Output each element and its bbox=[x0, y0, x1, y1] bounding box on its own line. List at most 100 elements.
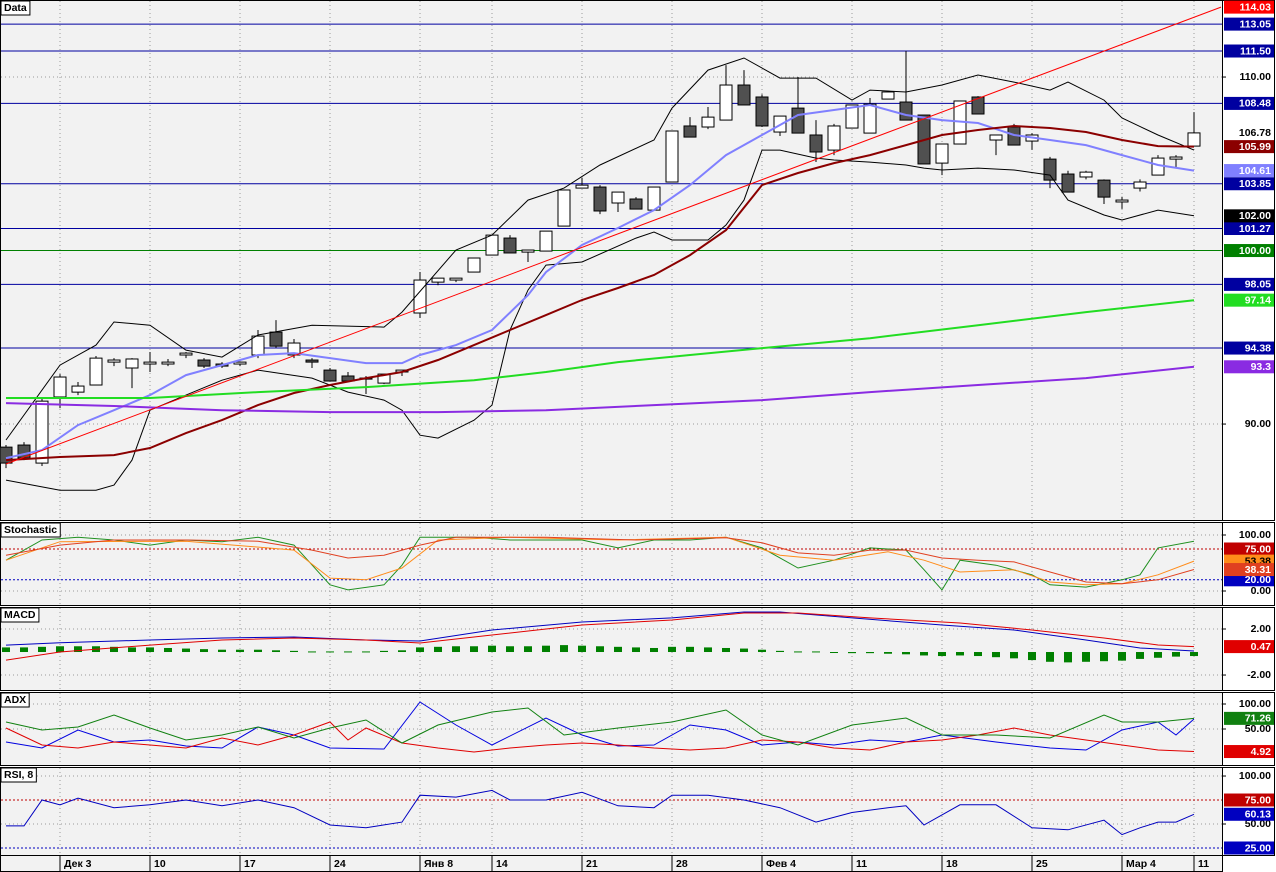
y-tick-label: 100.00 bbox=[1239, 698, 1271, 710]
indicator-line bbox=[5, 149, 1195, 491]
panel-title-box bbox=[0, 607, 40, 623]
candle-body bbox=[719, 84, 733, 121]
indicator-line bbox=[5, 536, 1195, 586]
price-marker-label: 71.26 bbox=[1245, 713, 1271, 725]
y-tick-label: 90.00 bbox=[1245, 418, 1271, 430]
price-marker bbox=[1224, 841, 1274, 855]
histogram-bar bbox=[398, 650, 406, 653]
y-tick-label: 2.00 bbox=[1251, 623, 1272, 635]
y-tick-label: 110.00 bbox=[1239, 71, 1271, 83]
panel-title: ADX bbox=[4, 694, 26, 706]
indicator-line bbox=[5, 124, 1195, 462]
x-tick-label: 11 bbox=[856, 858, 867, 870]
candle-body bbox=[89, 357, 103, 386]
histogram-bar bbox=[38, 646, 46, 653]
x-tick-label: Дек 3 bbox=[64, 858, 92, 870]
candle-body bbox=[1097, 179, 1111, 198]
y-tick-label: -2.00 bbox=[1247, 669, 1271, 681]
y-tick-label: 100.00 bbox=[1239, 770, 1271, 782]
histogram-bar bbox=[1046, 652, 1054, 662]
price-marker bbox=[1224, 793, 1274, 807]
price-marker-label: 106.78 bbox=[1239, 127, 1271, 139]
price-marker-label: 101.27 bbox=[1239, 223, 1271, 235]
candle-body bbox=[269, 331, 283, 347]
price-marker-label: 111.50 bbox=[1240, 45, 1271, 57]
histogram-bar bbox=[956, 652, 964, 656]
histogram-bar bbox=[182, 648, 190, 653]
histogram-bar bbox=[380, 650, 388, 653]
price-marker bbox=[1224, 209, 1274, 223]
y-tick-label: 50.00 bbox=[1245, 723, 1271, 735]
histogram-bar bbox=[938, 652, 946, 657]
price-marker-label: 103.85 bbox=[1239, 178, 1271, 190]
indicator-line bbox=[6, 789, 1195, 836]
indicator-line bbox=[5, 103, 1195, 460]
indicator-line bbox=[5, 701, 1195, 751]
histogram-bar bbox=[632, 647, 640, 653]
y-tick-label: 0.00 bbox=[1251, 585, 1272, 597]
indicator-line bbox=[5, 612, 1195, 661]
histogram-bar bbox=[416, 647, 424, 653]
indicator-line bbox=[6, 299, 1195, 399]
panel-title-box bbox=[0, 767, 37, 783]
panel bbox=[0, 767, 1223, 856]
histogram-bar bbox=[722, 647, 730, 653]
indicator-line bbox=[5, 611, 1195, 652]
histogram-bar bbox=[236, 649, 244, 653]
histogram-bar bbox=[128, 647, 136, 653]
indicator-line bbox=[5, 721, 1195, 753]
candle-body bbox=[449, 277, 463, 281]
candle-body bbox=[179, 352, 193, 356]
histogram-bar bbox=[974, 652, 982, 657]
candle-body bbox=[863, 103, 877, 134]
histogram-bar bbox=[146, 647, 154, 653]
histogram-bar bbox=[848, 652, 856, 654]
histogram-bar bbox=[362, 651, 370, 653]
candle-body bbox=[503, 237, 517, 254]
x-tick-label: 25 bbox=[1036, 858, 1048, 870]
candle-body bbox=[35, 400, 49, 464]
histogram-bar bbox=[794, 651, 802, 653]
histogram-bar bbox=[290, 650, 298, 653]
histogram-bar bbox=[218, 649, 226, 653]
histogram-bar bbox=[866, 652, 874, 654]
price-marker bbox=[1224, 360, 1274, 374]
price-marker-label: 60.13 bbox=[1245, 809, 1271, 821]
price-marker bbox=[1224, 44, 1274, 58]
panel-title: Data bbox=[4, 2, 27, 14]
histogram-bar bbox=[542, 645, 550, 653]
price-marker-label: 75.00 bbox=[1245, 543, 1271, 555]
price-marker-label: 113.05 bbox=[1239, 18, 1271, 30]
candle-body bbox=[935, 143, 949, 164]
histogram-bar bbox=[1100, 652, 1108, 662]
price-marker-label: 94.38 bbox=[1245, 342, 1271, 354]
price-marker bbox=[1224, 807, 1274, 821]
price-marker-label: 20.00 bbox=[1245, 574, 1271, 586]
histogram-bar bbox=[668, 646, 676, 653]
price-marker-label: 25.00 bbox=[1245, 842, 1271, 854]
candle-body bbox=[791, 107, 805, 134]
price-marker-label: 4.92 bbox=[1251, 746, 1272, 758]
histogram-bar bbox=[1154, 652, 1162, 658]
price-marker bbox=[1224, 164, 1274, 178]
x-tick-label: 18 bbox=[946, 858, 958, 870]
x-tick-label: Мар 4 bbox=[1126, 858, 1156, 870]
price-marker-label: 114.03 bbox=[1239, 1, 1271, 13]
price-marker bbox=[1224, 222, 1274, 236]
candle-body bbox=[161, 361, 175, 365]
histogram-bar bbox=[326, 651, 334, 653]
price-marker bbox=[1224, 711, 1274, 725]
price-marker bbox=[1224, 96, 1274, 110]
histogram-bar bbox=[272, 650, 280, 653]
histogram-bar bbox=[650, 647, 658, 653]
histogram-bar bbox=[902, 652, 910, 655]
candle-body bbox=[431, 277, 445, 283]
price-marker bbox=[1224, 293, 1274, 307]
histogram-bar bbox=[470, 646, 478, 653]
candle-body bbox=[1061, 173, 1075, 193]
x-tick-label: 14 bbox=[496, 858, 508, 870]
candle-body bbox=[629, 198, 643, 210]
candle-body bbox=[593, 186, 607, 212]
histogram-bar bbox=[1028, 652, 1036, 661]
histogram-bar bbox=[20, 647, 28, 653]
